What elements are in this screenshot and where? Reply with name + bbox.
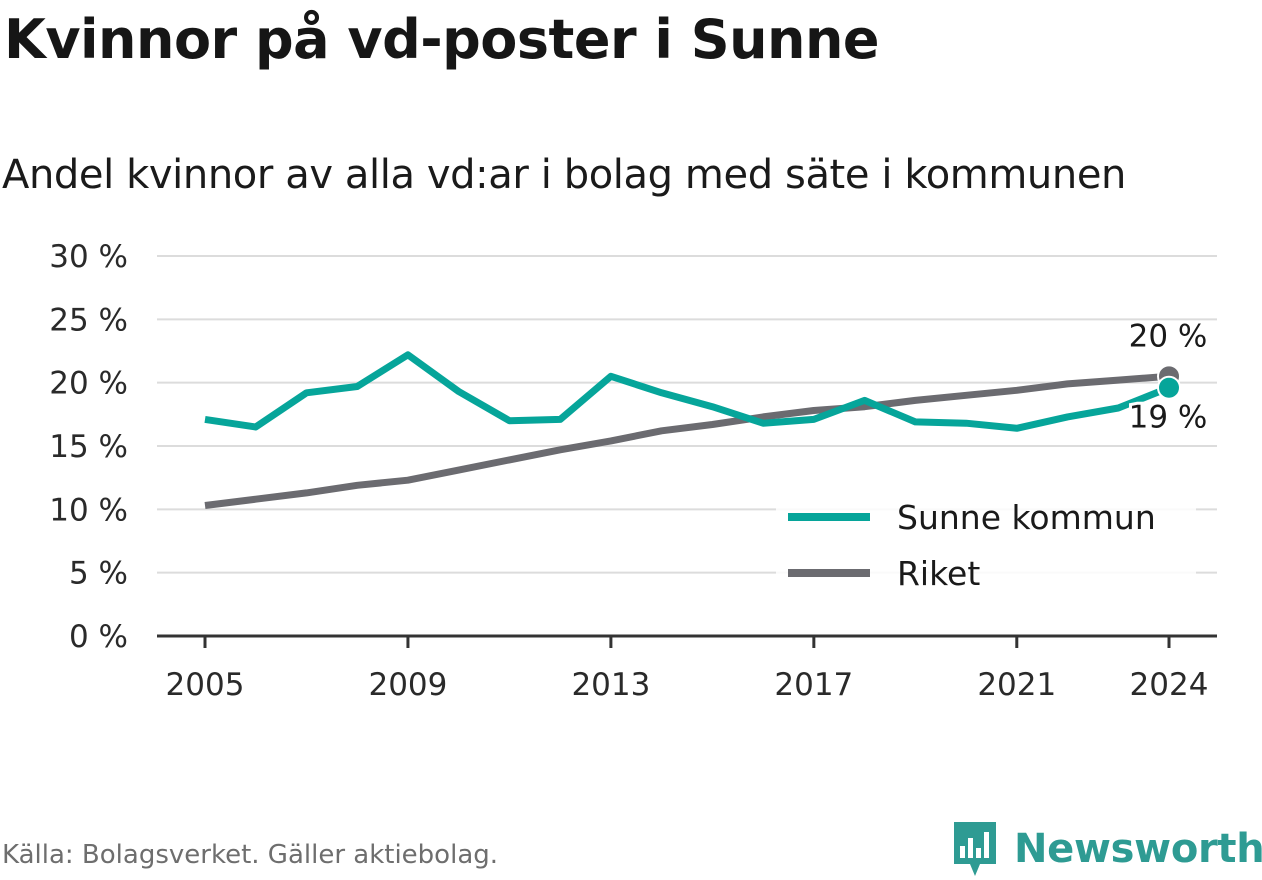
end-value-label: 19 % [1129,400,1208,436]
end-markers: 19 % 20 % [1126,315,1211,438]
x-tick-label: 2024 [1130,667,1209,703]
legend-label: Riket [897,554,980,593]
y-tick-label: 15 % [49,429,128,465]
series-lines [204,351,1171,509]
x-tick-label: 2005 [166,667,245,703]
x-tick-label: 2009 [368,667,447,703]
legend-label: Sunne kommun [897,498,1156,537]
chart-title: Kvinnor på vd-poster i Sunne [4,8,880,71]
brand-logo: Newsworthy [950,818,1262,880]
series-line-sunne-kommun [204,351,1171,432]
end-marker [1157,375,1181,400]
y-tick-label: 0 % [69,619,128,655]
x-tick-label: 2017 [774,667,853,703]
y-tick-label: 30 % [49,239,128,275]
bar-chart-speech-bubble-icon [954,822,996,876]
y-tick-label: 10 % [49,492,128,528]
y-axis-ticks: 0 % 5 % 10 % 15 % 20 % 25 % 30 % [49,239,128,655]
legend-background [776,494,1196,606]
y-tick-label: 25 % [49,302,128,338]
brand-name: Newsworthy [1014,826,1262,872]
y-tick-label: 5 % [69,556,128,592]
legend: Sunne kommun Riket [776,494,1196,606]
x-tick-label: 2013 [571,667,650,703]
y-tick-label: 20 % [49,366,128,402]
source-note: Källa: Bolagsverket. Gäller aktiebolag. [2,840,499,870]
x-tick-label: 2021 [977,667,1056,703]
end-value-label: 20 % [1129,318,1208,354]
chart-subtitle: Andel kvinnor av alla vd:ar i bolag med … [2,152,1126,198]
series-line-riket [204,372,1170,509]
x-axis-ticks: 2005 2009 2013 2017 2021 2024 [157,634,1217,703]
grid-lines [157,255,1217,574]
